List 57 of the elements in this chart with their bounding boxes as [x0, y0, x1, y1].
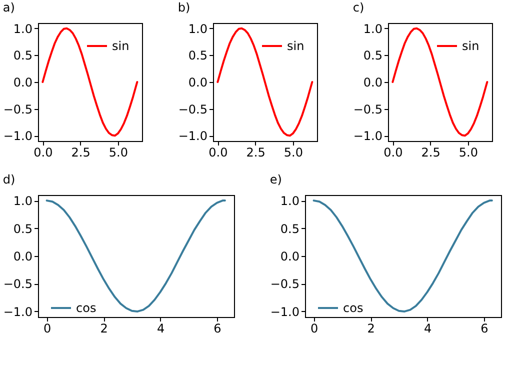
x-tick-label: 0.0 [208, 146, 228, 160]
chart-title: e) [270, 172, 282, 187]
chart-title: c) [352, 0, 364, 14]
y-tick-label: −1.0 [353, 129, 382, 144]
y-tick-label: 1.0 [280, 194, 300, 208]
y-tick-label: 0.0 [280, 250, 300, 264]
x-tick-label: 4 [156, 322, 165, 336]
x-tick-label: 2 [100, 322, 108, 336]
y-tick-label: 1.0 [188, 22, 208, 36]
y-tick-label: 1.0 [363, 22, 382, 36]
line-series [46, 200, 226, 312]
x-tick-label: 6 [480, 322, 488, 336]
x-tick-label: 2.5 [71, 146, 90, 160]
y-tick-label: −0.5 [353, 102, 382, 116]
legend-label: sin [462, 39, 480, 53]
y-tick-label: 0.0 [13, 76, 32, 90]
y-tick-label: 0.0 [13, 250, 32, 264]
y-tick-label: −0.5 [3, 277, 32, 292]
x-tick-label: 5.0 [458, 146, 478, 160]
y-tick-label: 0.5 [13, 48, 32, 63]
y-tick-label: 0.0 [188, 76, 208, 90]
legend-label: cos [343, 301, 364, 315]
line-series [312, 200, 493, 312]
x-tick-label: 5.0 [284, 146, 303, 160]
legend-label: sin [112, 39, 130, 53]
line-series [42, 27, 138, 137]
y-tick-label: −0.5 [270, 277, 300, 292]
y-tick-label: 0.5 [280, 222, 300, 236]
y-tick-label: 0.5 [13, 222, 32, 236]
y-tick-label: −1.0 [3, 304, 32, 319]
chart-title: b) [178, 0, 190, 14]
y-tick-label: 0.5 [188, 48, 208, 63]
x-tick-label: 2.5 [421, 146, 440, 160]
y-tick-label: 0.0 [363, 76, 382, 90]
y-tick-label: −1.0 [178, 129, 208, 144]
x-tick-label: 0 [43, 322, 52, 336]
legend-label: sin [287, 39, 304, 53]
x-tick-label: 2 [367, 322, 375, 336]
y-tick-label: 0.5 [363, 48, 382, 63]
x-tick-label: 4 [424, 322, 432, 336]
y-tick-label: −1.0 [3, 129, 32, 144]
x-tick-label: 0 [310, 322, 318, 336]
line-series [216, 27, 314, 137]
x-tick-label: 5.0 [108, 146, 128, 160]
x-tick-label: 0.0 [384, 146, 403, 160]
chart-title: d) [2, 172, 16, 187]
y-tick-label: 1.0 [13, 22, 32, 36]
x-tick-label: 0.0 [34, 146, 53, 160]
y-tick-label: −0.5 [3, 102, 32, 116]
y-tick-label: 1.0 [13, 194, 32, 208]
x-tick-label: 2.5 [246, 146, 266, 160]
y-tick-label: −0.5 [178, 102, 208, 116]
x-tick-label: 6 [214, 322, 222, 336]
legend-label: cos [76, 301, 96, 315]
chart-title: a) [2, 0, 15, 14]
y-tick-label: −1.0 [270, 304, 300, 319]
line-series [392, 27, 488, 137]
